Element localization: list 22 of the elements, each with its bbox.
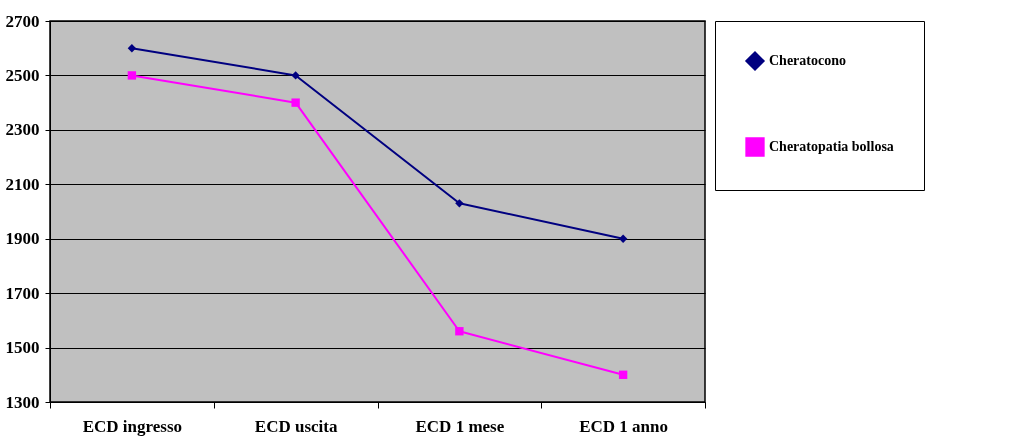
- y-tick-label: 1900: [5, 229, 40, 249]
- point: [618, 234, 628, 243]
- legend-label: Cheratocono: [769, 53, 846, 68]
- y-tick-label: 2700: [5, 11, 40, 31]
- x-tick-label: ECD ingresso: [82, 416, 183, 436]
- point: [291, 71, 300, 80]
- x-tick-label: ECD 1 anno: [579, 416, 669, 436]
- point: [127, 44, 137, 53]
- y-tick-label: 2500: [5, 65, 40, 85]
- x-tick-label: ECD uscita: [254, 416, 338, 436]
- y-tick-label: 2300: [5, 120, 40, 140]
- point: [127, 71, 137, 80]
- point: [455, 199, 464, 208]
- y-tick-label: 1300: [5, 392, 40, 412]
- y-tick-label: 1500: [5, 338, 40, 358]
- point: [291, 98, 300, 107]
- y-tick-label: 1700: [5, 283, 40, 303]
- legend-label: Cheratopatia bollosa: [769, 139, 894, 154]
- point: [618, 370, 628, 379]
- x-tick-label: ECD 1 mese: [415, 416, 505, 436]
- y-tick-label: 2100: [5, 174, 40, 194]
- point: [455, 327, 464, 336]
